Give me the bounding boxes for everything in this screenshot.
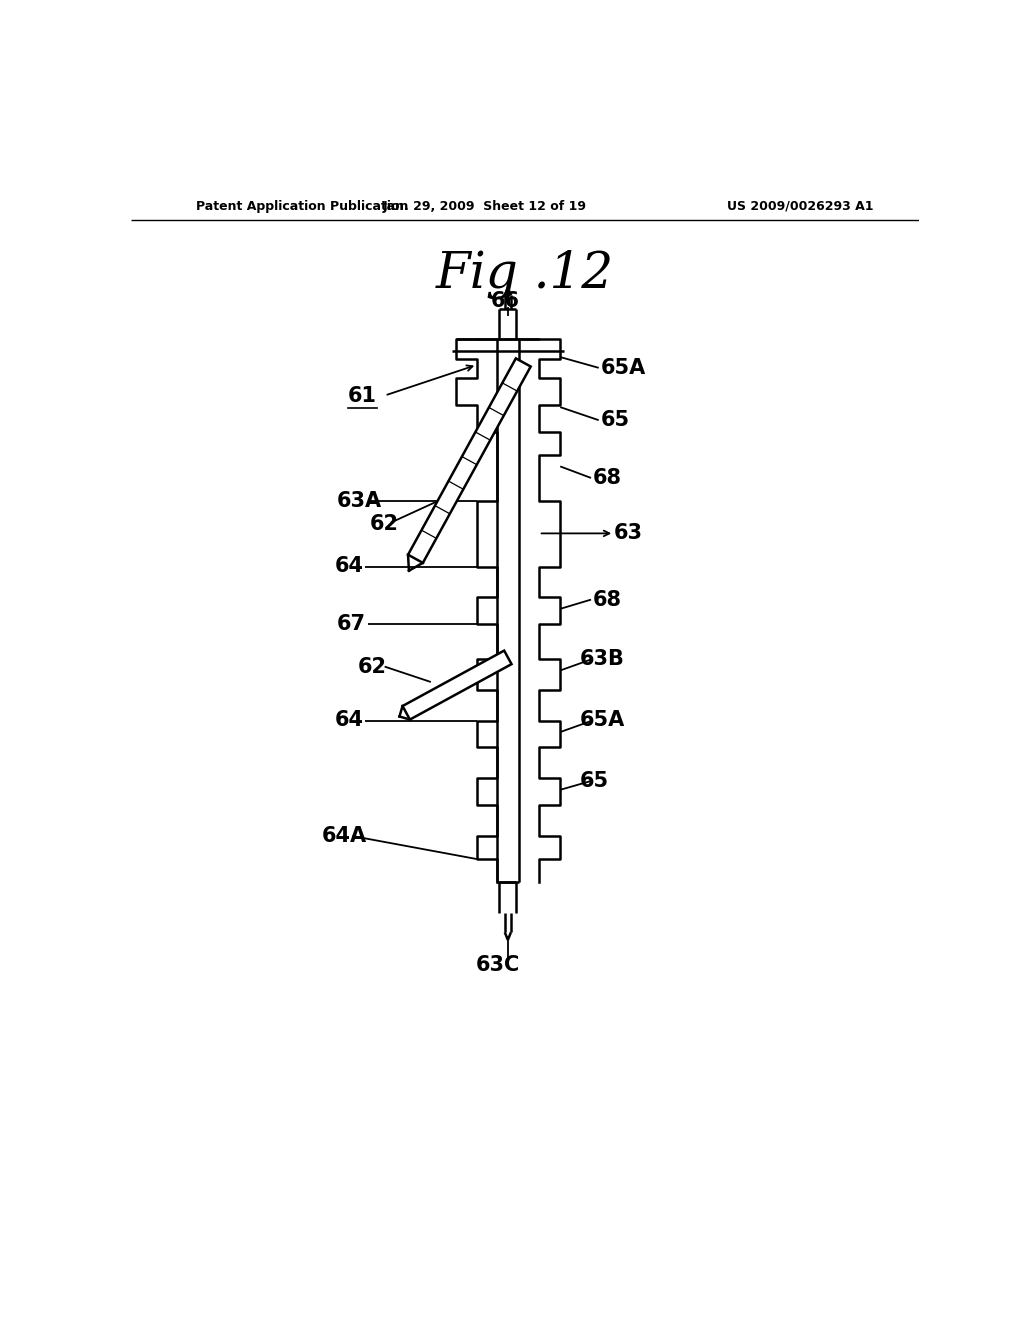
Text: 65: 65 xyxy=(600,411,630,430)
Text: 66: 66 xyxy=(490,290,520,310)
Text: 64: 64 xyxy=(335,710,364,730)
Text: 63B: 63B xyxy=(580,649,625,669)
Text: Fig .12: Fig .12 xyxy=(435,249,614,298)
Text: 62: 62 xyxy=(370,515,398,535)
Text: 64: 64 xyxy=(335,557,364,577)
Text: 62: 62 xyxy=(357,656,387,677)
Text: 65A: 65A xyxy=(600,358,645,378)
Text: 68: 68 xyxy=(593,469,622,488)
Text: 63: 63 xyxy=(614,524,643,544)
Text: US 2009/0026293 A1: US 2009/0026293 A1 xyxy=(727,199,873,213)
Text: Jan. 29, 2009  Sheet 12 of 19: Jan. 29, 2009 Sheet 12 of 19 xyxy=(383,199,587,213)
Text: 65: 65 xyxy=(580,771,608,791)
Text: 63C: 63C xyxy=(475,956,520,975)
Text: 63A: 63A xyxy=(337,491,382,511)
Text: 65A: 65A xyxy=(580,710,625,730)
Text: 67: 67 xyxy=(337,614,366,634)
Text: 68: 68 xyxy=(593,590,622,610)
Polygon shape xyxy=(402,651,512,719)
Text: 64A: 64A xyxy=(322,826,367,846)
Text: Patent Application Publication: Patent Application Publication xyxy=(196,199,409,213)
Text: 61: 61 xyxy=(348,385,377,405)
Polygon shape xyxy=(408,358,530,562)
